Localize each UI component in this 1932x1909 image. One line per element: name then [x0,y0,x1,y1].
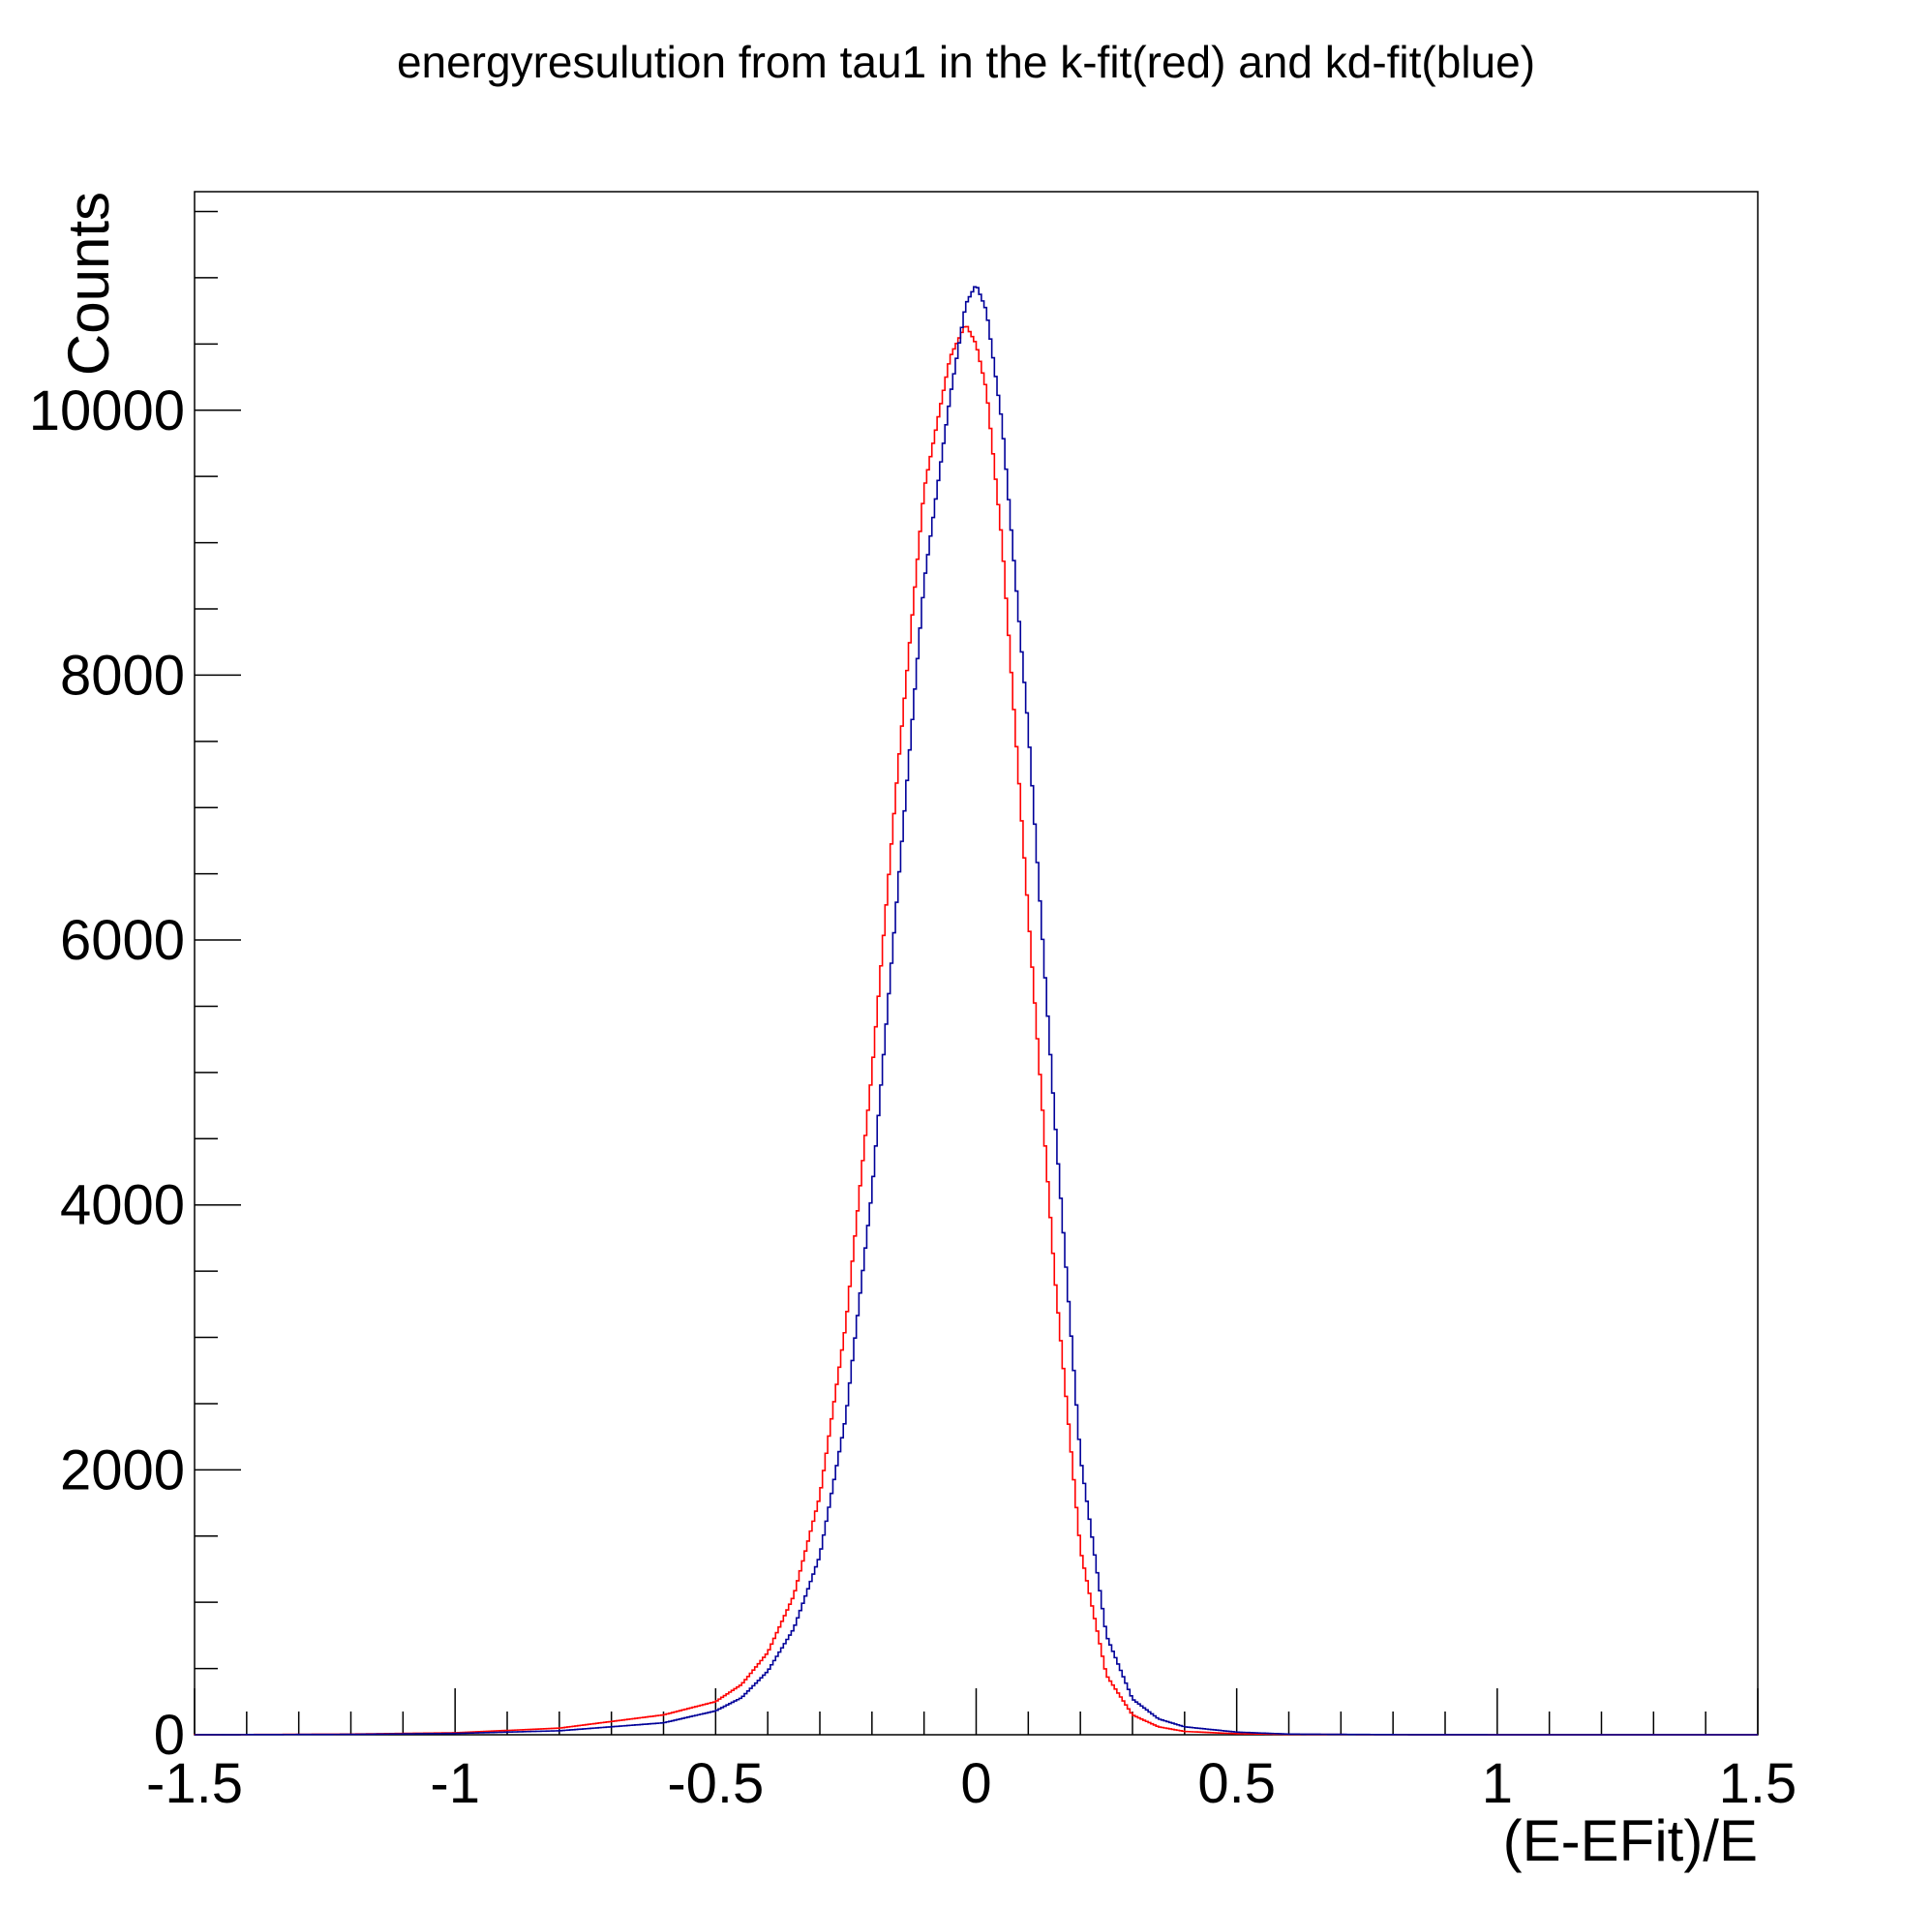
chart-title: energyresulution from tau1 in the k-fit(… [397,37,1535,87]
y-tick-label: 6000 [60,909,185,972]
series-line-1 [194,325,1758,1736]
x-tick-label: -0.5 [667,1752,764,1815]
x-tick-label: -1 [430,1752,480,1815]
x-axis-label: (E-EFit)/E [1503,1808,1758,1873]
x-tick-label: 1 [1482,1752,1513,1815]
x-tick-label: -1.5 [146,1752,243,1815]
x-tick-label: 0 [960,1752,991,1815]
x-tick-label: 1.5 [1719,1752,1797,1815]
series-layer [194,286,1758,1736]
y-tick-label: 10000 [29,379,185,442]
y-tick-label: 4000 [60,1174,185,1237]
plot-frame [194,191,1759,1736]
x-tick-label: 0.5 [1197,1752,1276,1815]
series-line-2 [195,286,1758,1736]
y-axis-label: Counts [56,192,121,376]
y-tick-label: 8000 [60,644,185,707]
axis-ticks: -1.5 -1 -0.5 0 0.5 1 1.5 0 2000 4000 6000 8000 10000 [29,210,1797,1815]
y-tick-label: 0 [154,1704,185,1767]
y-tick-label: 2000 [60,1439,185,1501]
